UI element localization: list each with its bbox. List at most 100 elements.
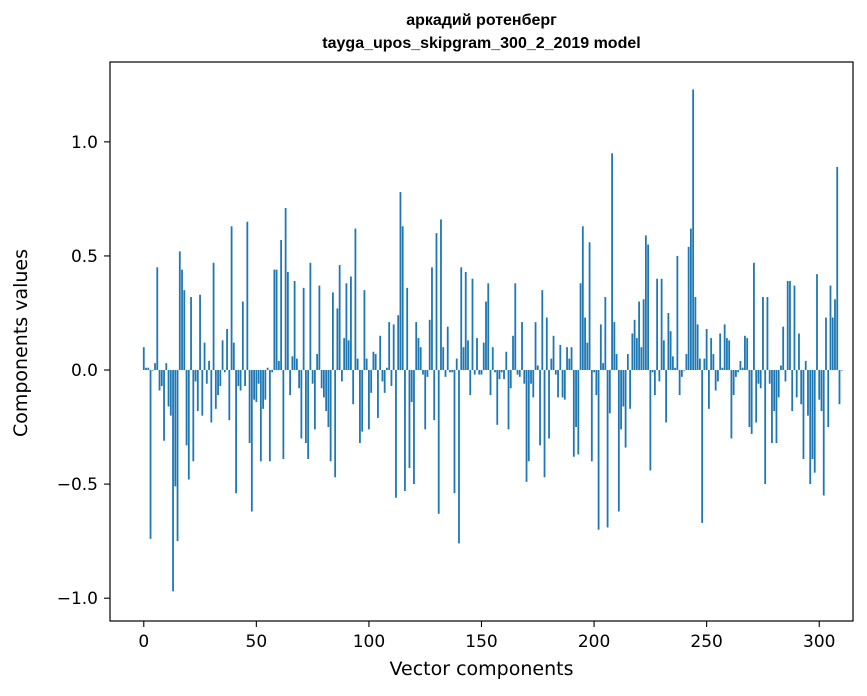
- bar-229: [658, 370, 661, 382]
- bar-142: [462, 347, 465, 371]
- bar-282: [777, 370, 780, 398]
- bar-43: [239, 370, 242, 391]
- bar-23: [194, 370, 197, 382]
- bar-169: [523, 370, 526, 384]
- bar-240: [683, 370, 686, 371]
- bar-205: [604, 297, 607, 371]
- x-tick-label-4: 200: [578, 632, 610, 652]
- y-axis-label: Components values: [10, 248, 32, 438]
- bar-102: [372, 351, 375, 371]
- bar-107: [383, 370, 386, 393]
- bar-206: [606, 370, 609, 528]
- bar-263: [735, 370, 737, 377]
- bar-218: [633, 319, 636, 371]
- bar-266: [741, 367, 744, 371]
- bar-42: [237, 370, 240, 386]
- bar-272: [755, 370, 758, 423]
- bar-3: [149, 370, 152, 539]
- x-tick-label-0: 0: [138, 632, 149, 652]
- bar-122: [417, 338, 420, 371]
- bar-157: [496, 370, 499, 425]
- bar-163: [509, 370, 512, 389]
- bar-284: [782, 326, 785, 371]
- bar-95: [356, 358, 359, 371]
- bar-268: [746, 338, 749, 371]
- bar-231: [662, 340, 665, 371]
- bar-130: [435, 233, 438, 371]
- bar-115: [401, 226, 404, 371]
- bar-289: [793, 285, 796, 371]
- bar-156: [494, 370, 496, 373]
- bar-22: [192, 370, 195, 462]
- bar-47: [248, 370, 251, 444]
- bar-227: [653, 370, 656, 396]
- bar-0: [142, 347, 145, 371]
- bar-10: [165, 363, 168, 371]
- bar-140: [458, 370, 460, 544]
- bar-121: [415, 322, 418, 371]
- bar-96: [359, 370, 361, 444]
- bar-242: [687, 246, 690, 371]
- bar-134: [444, 370, 447, 377]
- bar-68: [295, 358, 298, 371]
- bar-124: [422, 370, 424, 375]
- bar-119: [410, 370, 413, 402]
- bar-241: [685, 354, 688, 371]
- bar-237: [676, 255, 679, 371]
- bar-193: [577, 370, 580, 455]
- bar-109: [388, 322, 391, 371]
- bar-257: [721, 367, 724, 371]
- bar-82: [327, 370, 330, 428]
- bar-166: [516, 370, 519, 375]
- bar-190: [570, 347, 573, 371]
- bar-114: [399, 192, 402, 371]
- bar-64: [286, 271, 289, 371]
- bar-32: [214, 370, 217, 409]
- bar-212: [620, 370, 622, 430]
- bar-50: [255, 370, 258, 402]
- bar-63: [284, 208, 287, 371]
- bar-76: [313, 370, 316, 430]
- bar-147: [473, 370, 476, 375]
- bar-56: [268, 370, 271, 462]
- bar-36: [223, 370, 226, 373]
- bar-61: [280, 239, 283, 371]
- bar-214: [624, 370, 627, 448]
- bar-77: [316, 354, 319, 371]
- bar-199: [590, 370, 593, 462]
- bar-243: [689, 228, 692, 371]
- x-tick-label-5: 250: [690, 632, 722, 652]
- bar-223: [644, 235, 647, 371]
- bar-159: [500, 370, 503, 373]
- bar-252: [710, 338, 713, 371]
- bar-31: [212, 262, 215, 371]
- x-tick-label-1: 50: [246, 632, 268, 652]
- bar-78: [318, 285, 321, 371]
- bar-44: [241, 301, 244, 371]
- bar-197: [586, 342, 589, 371]
- bar-53: [262, 370, 264, 409]
- bar-4: [151, 370, 154, 371]
- bar-111: [392, 324, 395, 371]
- bar-249: [703, 358, 706, 371]
- bar-175: [536, 365, 539, 371]
- bar-185: [559, 344, 562, 371]
- bar-303: [825, 317, 827, 371]
- bar-195: [581, 226, 584, 371]
- bar-1: [145, 367, 147, 371]
- bar-136: [449, 370, 451, 373]
- bar-70: [300, 370, 303, 439]
- bar-67: [293, 281, 296, 371]
- bar-26: [201, 370, 204, 416]
- bar-194: [579, 283, 582, 371]
- bar-305: [829, 285, 832, 371]
- bar-226: [651, 370, 654, 373]
- bar-148: [476, 338, 478, 371]
- bar-292: [800, 370, 803, 405]
- bar-100: [368, 370, 370, 430]
- bar-202: [597, 370, 600, 530]
- bar-188: [566, 347, 568, 371]
- bar-13: [172, 370, 174, 592]
- bar-273: [757, 370, 760, 384]
- bar-117: [406, 287, 409, 371]
